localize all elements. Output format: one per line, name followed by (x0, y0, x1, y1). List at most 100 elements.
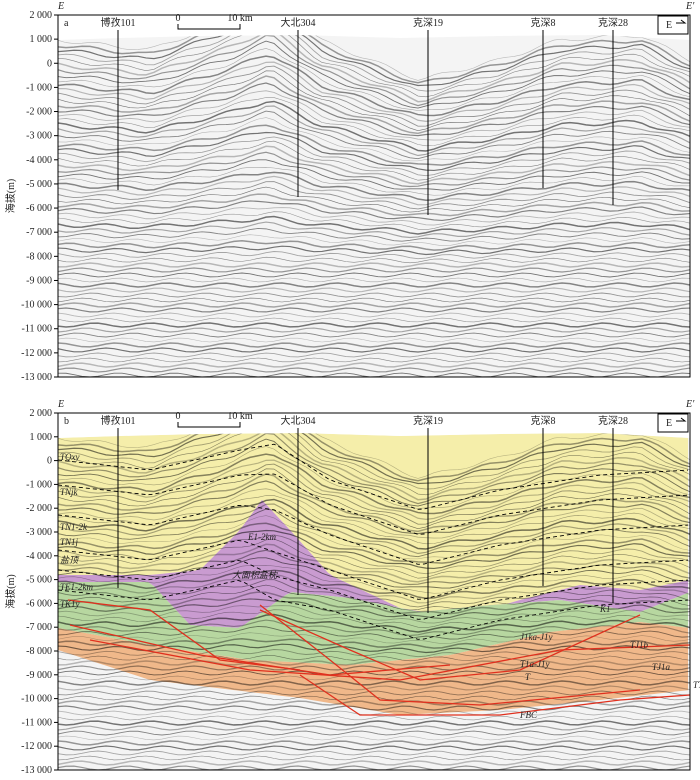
seismic-reflector (58, 15, 690, 81)
fault (299, 674, 690, 716)
y-tick-label: -12 000 (21, 741, 52, 752)
seismic-reflector (58, 342, 690, 348)
seismic-reflector (58, 522, 690, 564)
seismic-reflector (58, 245, 690, 256)
y-axis-title: 海拔(m) (4, 574, 17, 608)
well-name: 克深28 (598, 17, 628, 29)
seismic-reflector (58, 740, 690, 746)
layer-label: TJ1b (630, 640, 649, 650)
seismic-reflector (58, 685, 690, 691)
topography (58, 15, 690, 40)
seismic-reflector (58, 117, 690, 162)
seismic-reflector (58, 110, 690, 160)
seismic-reflector (58, 626, 690, 640)
seismic-reflector (58, 675, 690, 681)
seismic-reflector (58, 619, 690, 637)
seismic-reflector (58, 725, 690, 731)
seismic-reflector (58, 307, 690, 313)
seismic-reflector (58, 760, 690, 766)
seismic-reflector (58, 413, 690, 479)
well-name: 博孜101 (101, 414, 136, 427)
seismic-reflector (58, 613, 690, 633)
seismic-reflector (58, 383, 690, 387)
y-tick-label: 0 (47, 58, 52, 69)
direction: E (666, 418, 672, 429)
seismic-reflector (58, 569, 690, 600)
panel: 2 000 1 000 0 -1 000 -2 000 -3 000 -4 000 -5 00… (4, 1, 695, 387)
seismic-reflector (58, 579, 690, 608)
seismic-reflector (58, 670, 690, 676)
seismic-reflector (58, 347, 690, 353)
seismic-reflector (58, 287, 690, 293)
seismic-reflector (58, 609, 690, 628)
seismic-reflector (58, 292, 690, 298)
seismic-reflector (58, 48, 690, 111)
seismic-reflector (58, 175, 690, 206)
seismic-reflector (58, 529, 690, 570)
background (58, 15, 690, 377)
seismic-reflector (58, 186, 690, 213)
seismic-reflector (58, 432, 690, 505)
seismic-reflector (58, 262, 690, 268)
y-tick-label: -1 000 (26, 479, 52, 490)
layer-label: T1a-J1y (520, 659, 550, 669)
seismic-reflector (58, 649, 690, 658)
seismic-reflector (58, 124, 690, 166)
well-name: 克深19 (413, 415, 443, 427)
topography (58, 413, 690, 438)
y-tick-label: -2 000 (26, 107, 52, 118)
seismic-reflector (58, 357, 690, 363)
seismic-reflector (58, 564, 690, 594)
seismic-reflector (58, 573, 690, 604)
seismic-reflector (58, 131, 690, 172)
layer-label: TN1j (60, 537, 79, 547)
well-name: 克深28 (598, 415, 628, 427)
scale-start: 0 (176, 411, 181, 422)
seismic-reflector (58, 755, 690, 761)
scale-bar (177, 24, 241, 30)
seismic-reflector (58, 302, 690, 308)
seismic-reflector (58, 498, 690, 550)
well-name: 克深8 (531, 415, 556, 427)
seismic-reflector (58, 171, 690, 202)
seismic-reflector (58, 413, 690, 485)
seismic-reflector (58, 700, 690, 706)
layer-label: TN1-2k (60, 522, 88, 532)
frame (57, 412, 691, 771)
seismic-reflector (58, 200, 690, 222)
seismic-reflector (58, 508, 690, 558)
seismic-reflector (58, 538, 690, 579)
y-tick-label: -10 000 (21, 300, 52, 311)
y-tick-label: -10 000 (21, 694, 52, 705)
seismic-reflector (58, 534, 690, 575)
seismic-reflector (58, 55, 690, 117)
section (58, 15, 690, 387)
layer-label: T (525, 672, 531, 682)
seismic-reflector (58, 643, 690, 654)
seismic-reflector (58, 362, 690, 368)
seismic-reflector (58, 632, 690, 644)
layer-label: 盐顶 (60, 555, 80, 565)
seismic-reflector (58, 29, 690, 103)
seismic-reflector (58, 745, 690, 751)
y-tick-label: -11 000 (22, 324, 52, 335)
y-tick-label: -4 000 (26, 551, 52, 562)
y-tick-label: 0 (47, 456, 52, 467)
layer-label: TE1-2km (60, 582, 93, 592)
scale-end: 10 km (227, 411, 253, 422)
fault (89, 639, 690, 681)
y-tick-label: -3 000 (26, 527, 52, 538)
layer-label: J1ka-J1y (520, 632, 552, 642)
seismic-reflector (58, 750, 690, 756)
y-tick-label: -2 000 (26, 503, 52, 514)
seismic-reflector (58, 584, 690, 611)
seismic-reflector (58, 605, 690, 624)
seismic-reflector (58, 438, 690, 507)
seismic-reflector (58, 453, 690, 515)
direction: E (666, 20, 672, 31)
seismic-reflector (58, 735, 690, 741)
y-tick-label: -8 000 (26, 251, 52, 262)
y-tick-label: -8 000 (26, 646, 52, 657)
horizon (58, 559, 689, 620)
scale-end: 10 km (227, 13, 253, 24)
